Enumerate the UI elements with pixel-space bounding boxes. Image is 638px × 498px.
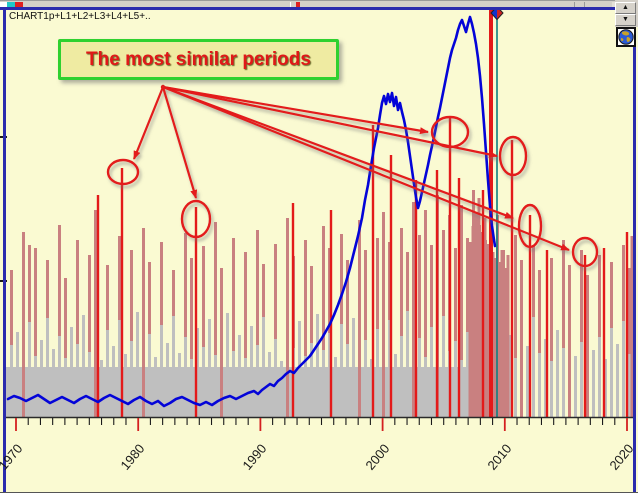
window-bottom-strip xyxy=(0,493,638,498)
toolbar-blank xyxy=(0,2,7,7)
similar-period-ellipse xyxy=(106,158,140,186)
down-arrow-icon: ▼ xyxy=(622,16,629,23)
scroll-up-button[interactable]: ▲ xyxy=(615,2,636,14)
globe-icon xyxy=(618,29,634,45)
window-frame-bottom xyxy=(0,492,638,493)
annotation-label-box[interactable]: The most similar periods xyxy=(58,39,339,80)
similar-period-ellipse xyxy=(571,236,599,268)
window-title: CHART1p+L1+L2+L3+L4+L5+.. xyxy=(9,11,151,22)
similar-period-ellipse xyxy=(430,115,470,149)
diamond-marker xyxy=(490,5,504,21)
window-border-top xyxy=(0,7,616,10)
scroll-down-button[interactable]: ▼ xyxy=(615,14,636,26)
toolbar-separator xyxy=(574,2,575,7)
annotation-label-text: The most similar periods xyxy=(86,48,311,70)
price-line xyxy=(6,15,497,408)
similar-period-ellipse xyxy=(180,199,212,239)
similar-period-ellipse xyxy=(498,135,528,177)
annotation-arrows[interactable] xyxy=(106,84,599,268)
cyan-swatch xyxy=(7,2,15,7)
globe-button[interactable] xyxy=(616,27,636,47)
similar-period-ellipse xyxy=(517,203,543,249)
toolbar-red-tick xyxy=(296,2,300,7)
toolbar-separator xyxy=(584,2,585,7)
up-arrow-icon: ▲ xyxy=(622,4,629,11)
toolbar-strip xyxy=(0,0,638,7)
window-border-left xyxy=(3,7,6,492)
window-border-right xyxy=(633,26,636,492)
red-swatch xyxy=(15,2,23,7)
toolbar-separator xyxy=(290,2,291,7)
